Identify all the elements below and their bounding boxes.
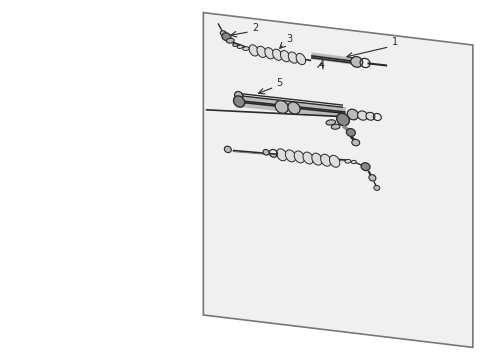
Ellipse shape xyxy=(358,111,368,120)
Ellipse shape xyxy=(352,139,360,146)
Ellipse shape xyxy=(233,44,238,46)
Ellipse shape xyxy=(272,49,282,60)
Ellipse shape xyxy=(226,38,234,43)
Polygon shape xyxy=(203,13,473,347)
Ellipse shape xyxy=(312,153,322,165)
Ellipse shape xyxy=(347,109,358,120)
Ellipse shape xyxy=(263,149,269,155)
Ellipse shape xyxy=(351,160,356,164)
Ellipse shape xyxy=(361,163,370,171)
Ellipse shape xyxy=(303,152,314,164)
Ellipse shape xyxy=(234,96,245,107)
Ellipse shape xyxy=(374,185,380,190)
Ellipse shape xyxy=(331,124,340,129)
Ellipse shape xyxy=(288,52,298,63)
Ellipse shape xyxy=(296,53,306,65)
Ellipse shape xyxy=(220,31,226,36)
Ellipse shape xyxy=(320,154,331,166)
Ellipse shape xyxy=(351,57,363,67)
Ellipse shape xyxy=(326,120,336,125)
Ellipse shape xyxy=(224,146,231,153)
Ellipse shape xyxy=(366,112,375,120)
Ellipse shape xyxy=(249,45,259,56)
Text: 1: 1 xyxy=(392,37,398,48)
Ellipse shape xyxy=(285,150,296,162)
Ellipse shape xyxy=(235,91,243,99)
Text: 3: 3 xyxy=(286,35,292,45)
Ellipse shape xyxy=(329,155,340,167)
Ellipse shape xyxy=(345,159,351,163)
Ellipse shape xyxy=(288,102,300,114)
Ellipse shape xyxy=(237,45,243,49)
Ellipse shape xyxy=(294,151,305,163)
Ellipse shape xyxy=(369,175,376,181)
Ellipse shape xyxy=(337,113,349,126)
Ellipse shape xyxy=(257,46,267,58)
Ellipse shape xyxy=(276,149,287,161)
Ellipse shape xyxy=(222,33,231,41)
Ellipse shape xyxy=(265,48,274,59)
Ellipse shape xyxy=(243,47,249,50)
Ellipse shape xyxy=(280,50,290,62)
Ellipse shape xyxy=(346,129,355,136)
Text: 2: 2 xyxy=(252,23,258,33)
Text: 4: 4 xyxy=(318,60,325,71)
Ellipse shape xyxy=(275,100,288,113)
Text: 5: 5 xyxy=(276,78,283,88)
